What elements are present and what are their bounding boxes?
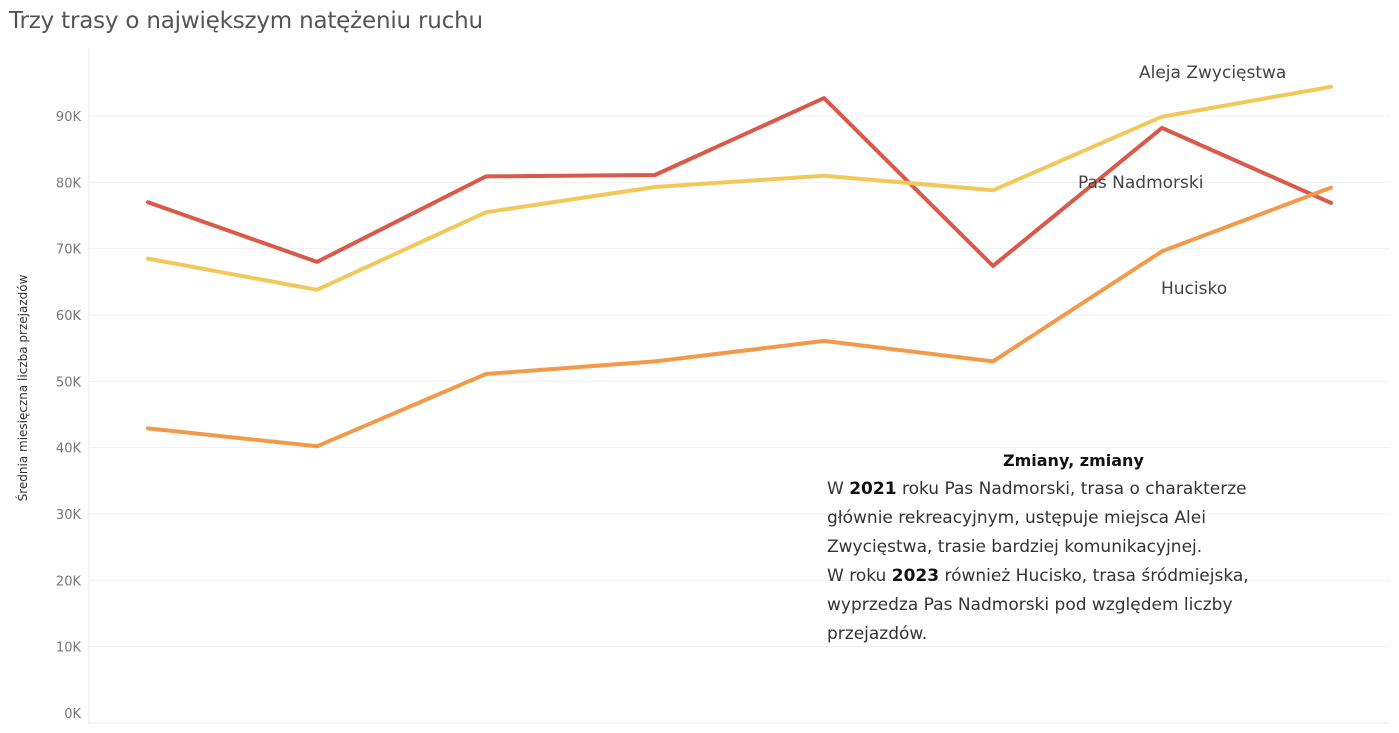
annotation-box: Zmiany, zmiany W 2021 roku Pas Nadmorski… bbox=[827, 446, 1307, 649]
y-tick-label: 10K bbox=[56, 641, 82, 656]
y-tick-label: 30K bbox=[56, 508, 82, 523]
y-axis: 0K 10K 20K 30K 40K 50K 60K 70K 80K 90K bbox=[56, 110, 82, 722]
series-label-hucisko: Hucisko bbox=[1161, 279, 1227, 299]
annotation-paragraph-1: W 2021 roku Pas Nadmorski, trasa o chara… bbox=[827, 479, 1247, 557]
annotation-paragraph-2: W roku 2023 również Hucisko, trasa śródm… bbox=[827, 566, 1249, 644]
series-label-pas-nadmorski: Pas Nadmorski bbox=[1078, 173, 1203, 193]
series-line-aleja-zwycięstwa bbox=[146, 84, 1333, 292]
y-axis-label: Średnia miesięczna liczba przejazdów bbox=[15, 274, 30, 501]
annotation-year-2023: 2023 bbox=[891, 566, 940, 586]
series-label-aleja-zwycięstwa: Aleja Zwycięstwa bbox=[1139, 63, 1286, 83]
annotation-title: Zmiany, zmiany bbox=[1003, 451, 1144, 470]
y-tick-label: 20K bbox=[56, 574, 82, 589]
y-tick-label: 90K bbox=[56, 110, 82, 125]
y-tick-label: 0K bbox=[64, 707, 81, 722]
y-tick-label: 40K bbox=[56, 442, 82, 457]
annotation-year-2021: 2021 bbox=[849, 479, 897, 499]
y-tick-label: 80K bbox=[56, 176, 82, 191]
y-tick-label: 60K bbox=[56, 309, 82, 324]
series-labels: Pas Nadmorski Aleja Zwycięstwa Hucisko bbox=[1078, 63, 1286, 299]
series-line-pas-nadmorski bbox=[146, 96, 1333, 268]
chart-title: Trzy trasy o największym natężeniu ruchu bbox=[9, 8, 483, 34]
y-tick-label: 70K bbox=[56, 243, 82, 258]
series-lines bbox=[146, 84, 1333, 449]
series-line-hucisko bbox=[146, 185, 1333, 449]
y-tick-label: 50K bbox=[56, 375, 82, 390]
